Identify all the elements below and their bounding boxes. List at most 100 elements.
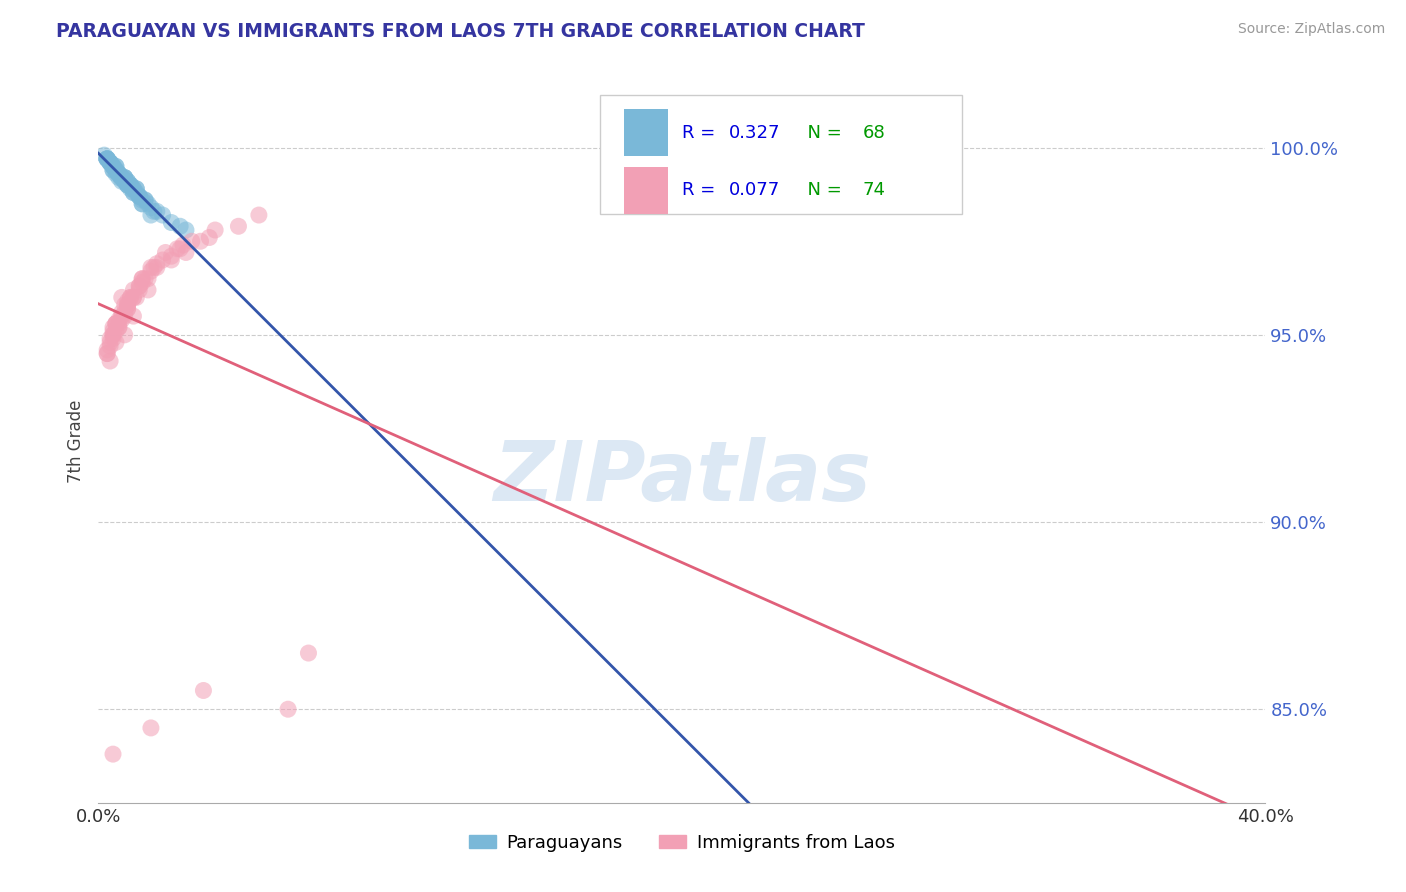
Point (96, 152, 118, 166)
Point (146, 260, 169, 275)
Point (120, 178, 142, 193)
Point (120, 178, 142, 193)
Point (104, 160, 127, 174)
Point (117, 178, 139, 193)
Point (108, 317, 131, 331)
Point (128, 283, 150, 297)
Point (204, 223, 226, 237)
Point (120, 290, 142, 304)
Point (131, 193, 153, 207)
Point (136, 271, 159, 285)
Point (111, 174, 134, 188)
FancyBboxPatch shape (600, 95, 962, 214)
Point (96, 346, 118, 360)
Point (169, 219, 191, 234)
Point (108, 320, 131, 334)
Point (96, 152, 118, 166)
Point (114, 170, 136, 185)
Point (111, 170, 134, 185)
Point (122, 186, 145, 200)
Point (111, 170, 134, 185)
Point (169, 242, 191, 256)
Point (117, 178, 139, 193)
Point (101, 160, 124, 174)
Point (139, 208, 162, 222)
Point (104, 335, 127, 350)
Point (98, 332, 121, 346)
Point (98, 155, 121, 169)
Point (174, 245, 197, 260)
Point (108, 167, 131, 181)
Point (117, 301, 139, 316)
Point (101, 747, 124, 761)
Point (104, 317, 127, 331)
Point (128, 279, 150, 293)
Point (111, 313, 134, 327)
Point (117, 301, 139, 316)
Point (139, 260, 162, 275)
Point (131, 271, 153, 285)
Point (96, 152, 118, 166)
Point (104, 163, 127, 178)
Point (277, 702, 299, 716)
Point (108, 170, 131, 185)
Point (297, 646, 319, 660)
Point (180, 234, 202, 248)
Point (114, 309, 136, 323)
Point (108, 167, 131, 181)
Point (122, 309, 145, 323)
Point (101, 332, 124, 346)
Point (120, 290, 142, 304)
Point (128, 189, 150, 203)
Point (174, 223, 197, 237)
Point (134, 193, 156, 207)
FancyBboxPatch shape (624, 109, 668, 156)
Point (190, 234, 212, 248)
Point (152, 208, 174, 222)
Point (98, 155, 121, 169)
Point (120, 182, 142, 196)
Point (134, 271, 156, 285)
Point (101, 163, 124, 178)
Point (122, 290, 145, 304)
Point (160, 215, 183, 229)
Point (114, 170, 136, 185)
Point (122, 290, 145, 304)
Point (101, 327, 124, 342)
Point (128, 279, 150, 293)
Point (117, 174, 139, 188)
Point (114, 327, 136, 342)
Point (98, 354, 121, 368)
Point (117, 174, 139, 188)
Point (101, 160, 124, 174)
Point (104, 324, 127, 338)
Point (139, 721, 162, 735)
Point (134, 193, 156, 207)
Point (155, 245, 177, 260)
Point (193, 683, 215, 698)
Point (111, 309, 134, 323)
Point (108, 320, 131, 334)
Point (160, 249, 183, 263)
Point (96, 152, 118, 166)
Y-axis label: 7th Grade: 7th Grade (66, 400, 84, 483)
Point (114, 174, 136, 188)
Point (117, 294, 139, 309)
Point (101, 320, 124, 334)
Point (131, 271, 153, 285)
Point (146, 257, 169, 271)
Point (104, 317, 127, 331)
Point (122, 283, 145, 297)
Point (114, 298, 136, 312)
Point (120, 178, 142, 193)
Point (172, 238, 194, 252)
Text: R =: R = (682, 181, 721, 200)
Point (117, 178, 139, 193)
Point (108, 167, 131, 181)
Point (142, 260, 165, 275)
Point (101, 160, 124, 174)
Legend: Paraguayans, Immigrants from Laos: Paraguayans, Immigrants from Laos (461, 826, 903, 859)
Point (128, 189, 150, 203)
Point (146, 204, 169, 219)
Point (128, 189, 150, 203)
